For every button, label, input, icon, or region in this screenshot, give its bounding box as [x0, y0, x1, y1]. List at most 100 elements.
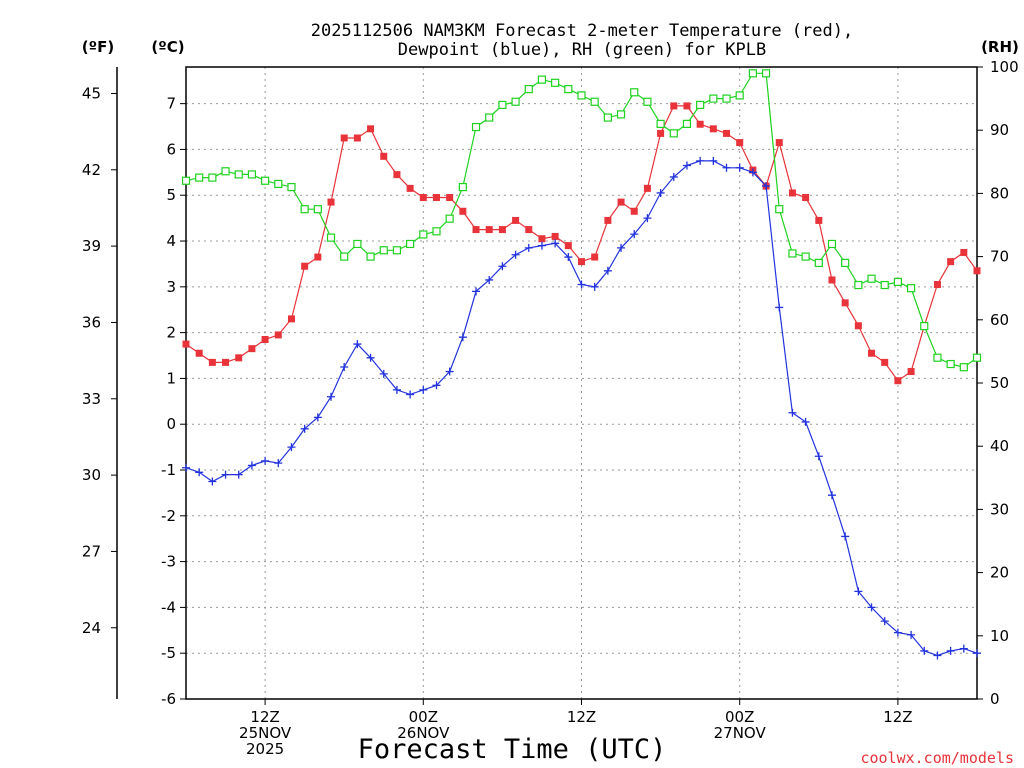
- rh-tick-label: 10: [990, 627, 1009, 645]
- temperature-point: [564, 242, 572, 250]
- time-tick-label: 00Z: [725, 708, 754, 726]
- rh-axis-unit: (RH): [981, 38, 1019, 56]
- rh-point: [696, 100, 705, 110]
- temperature-point: [340, 134, 348, 142]
- dewpoint-point: [748, 168, 757, 177]
- rh-point: [656, 119, 665, 128]
- rh-point: [181, 176, 191, 185]
- temperature-point: [775, 139, 783, 147]
- rh-point: [867, 274, 876, 283]
- dewpoint-point: [419, 385, 428, 394]
- rh-point: [959, 363, 968, 372]
- rh-point: [511, 97, 520, 106]
- rh-point: [524, 85, 533, 94]
- temperature-point: [815, 216, 823, 224]
- rh-tick-label: 100: [990, 58, 1019, 76]
- temperature-point: [551, 232, 559, 240]
- temperature-point: [235, 354, 243, 362]
- rh-point: [261, 176, 270, 185]
- rh-point: [406, 239, 415, 249]
- dewpoint-point: [643, 214, 652, 223]
- temperature-point: [657, 129, 665, 137]
- rh-point: [313, 205, 322, 214]
- dewpoint-point: [472, 287, 481, 296]
- temperature-point: [406, 184, 414, 192]
- rh-point: [471, 122, 481, 132]
- dewpoint-point: [445, 367, 454, 376]
- rh-point: [392, 246, 402, 255]
- temperature-point: [709, 125, 717, 133]
- fahrenheit-tick-label: 45: [82, 84, 101, 102]
- dewpoint-point: [656, 188, 665, 197]
- temperature-line: [185, 105, 978, 382]
- rh-point: [485, 113, 494, 122]
- dewpoint-point: [537, 241, 546, 250]
- temperature-point: [446, 194, 454, 202]
- dewpoint-point: [379, 369, 388, 378]
- plot-frame: [185, 66, 978, 700]
- rh-point: [208, 173, 217, 182]
- rh-point: [669, 129, 678, 138]
- data-series: [181, 69, 982, 660]
- celsius-tick-label: -4: [161, 598, 176, 616]
- temperature-point: [960, 248, 968, 256]
- rh-point: [748, 69, 757, 78]
- dewpoint-point: [406, 390, 415, 399]
- rh-point: [564, 85, 573, 94]
- celsius-tick-label: 5: [166, 186, 176, 204]
- temperature-point: [736, 139, 744, 147]
- temperature-point: [643, 184, 651, 192]
- rh-point: [814, 258, 823, 268]
- rh-point: [827, 239, 837, 249]
- dewpoint-point: [946, 646, 955, 655]
- temperature-point: [222, 358, 230, 366]
- rh-point: [788, 249, 797, 258]
- rh-point: [379, 246, 388, 255]
- credit-link[interactable]: coolwx.com/models: [860, 749, 1014, 767]
- temperature-point: [630, 207, 638, 215]
- dewpoint-point: [577, 280, 586, 289]
- rh-point: [274, 179, 283, 189]
- temperature-point: [314, 253, 322, 261]
- temperature-point: [907, 368, 915, 376]
- rh-point: [221, 167, 230, 176]
- celsius-tick-label: 7: [166, 95, 176, 113]
- dewpoint-point: [893, 628, 902, 637]
- temperature-point: [854, 322, 862, 330]
- dewpoint-point: [498, 262, 507, 271]
- dewpoint-point: [775, 303, 784, 312]
- rh-point: [735, 91, 744, 100]
- rh-point: [287, 182, 296, 192]
- dewpoint-point: [261, 456, 270, 465]
- rh-point: [801, 252, 810, 261]
- rh-point: [300, 205, 309, 214]
- temperature-point: [367, 125, 375, 133]
- fahrenheit-tick-label: 27: [82, 542, 101, 560]
- fahrenheit-tick-label: 33: [82, 390, 101, 408]
- temperature-point: [933, 281, 941, 289]
- temperature-point: [670, 102, 678, 110]
- celsius-tick-label: -1: [161, 461, 176, 479]
- dewpoint-point: [524, 243, 533, 252]
- dewpoint-point: [392, 385, 401, 394]
- temperature-point: [419, 194, 427, 202]
- rh-tick-label: 0: [990, 690, 1000, 708]
- dewpoint-point: [366, 353, 375, 362]
- rh-point: [419, 230, 428, 239]
- rh-series: [181, 69, 982, 372]
- temperature-point: [393, 171, 401, 179]
- rh-point: [234, 170, 243, 179]
- rh-point: [590, 97, 599, 106]
- temperature-point: [841, 299, 849, 307]
- dewpoint-point: [933, 651, 942, 660]
- temperature-point: [432, 194, 440, 202]
- dewpoint-point: [682, 161, 691, 170]
- rh-tick-label: 50: [990, 374, 1009, 392]
- fahrenheit-tick-label: 42: [82, 161, 101, 179]
- dewpoint-point: [762, 182, 771, 191]
- fahrenheit-ticks: 24 27 30 33 36 39 42 45: [82, 84, 117, 637]
- rh-point: [577, 91, 586, 100]
- dewpoint-point: [432, 381, 441, 390]
